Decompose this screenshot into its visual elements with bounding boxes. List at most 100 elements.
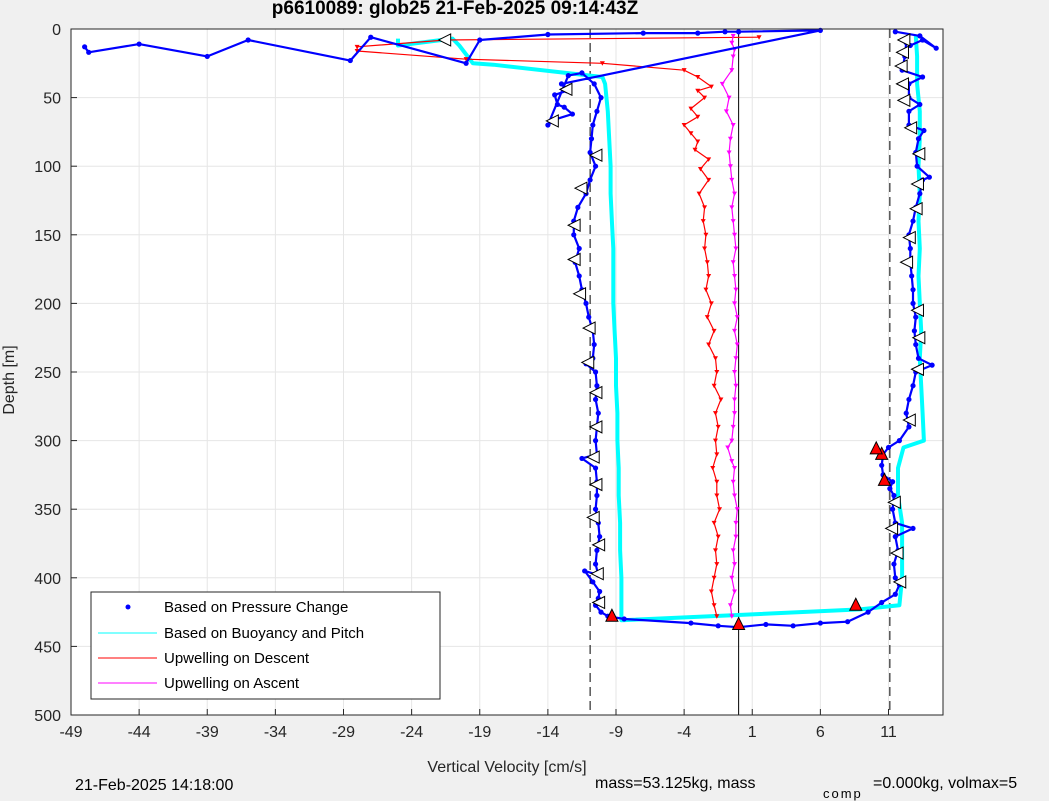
upwelling-on-descent-point [681, 68, 687, 73]
legend-label-ascent: Upwelling on Ascent [164, 675, 300, 692]
based-on-pressure-change-point [913, 341, 919, 348]
axis-ticks: -49 -44 -39 -34 -29 -24 -19 -14 -9 -4 1 6 11 0 50 100 15… [34, 22, 897, 741]
based-on-pressure-change-point [763, 621, 769, 628]
series-layer [82, 27, 939, 630]
based-on-pressure-change-point [136, 41, 142, 47]
upwelling-on-descent-point [715, 424, 721, 430]
based-on-pressure-change-point [907, 245, 913, 252]
upwelling-on-descent-point [714, 370, 720, 375]
upwelling-on-ascent-point [732, 232, 738, 238]
based-on-pressure-change-point [477, 37, 483, 43]
upwelling-on-ascent-point [729, 68, 735, 73]
legend-box [90, 591, 441, 700]
based-on-pressure-change-point [597, 588, 603, 595]
upwelling-on-ascent-point [729, 459, 735, 464]
based-on-pressure-change-point [598, 609, 604, 615]
based-on-pressure-change-point [845, 619, 851, 625]
open-triangle-marker [572, 286, 587, 301]
open-triangle-marker [586, 450, 600, 464]
open-triangle-marker [896, 93, 911, 108]
upwelling-on-ascent-point [732, 589, 738, 595]
based-on-pressure-change-point [889, 506, 896, 512]
based-on-pressure-change-point [865, 609, 871, 615]
upwelling-on-ascent-point [726, 95, 732, 101]
red-triangle-marker [869, 440, 884, 455]
red-triangle-marker [877, 472, 892, 486]
upwelling-on-descent-point [714, 562, 720, 567]
upwelling-on-ascent-point [732, 493, 738, 498]
based-on-pressure-change-point [571, 232, 577, 238]
legend: Based on Pressure Change Based on Buoyan… [90, 591, 441, 700]
red-triangle-marker [848, 597, 863, 611]
upwelling-on-descent-point [463, 57, 469, 62]
upwelling-on-ascent-point [732, 411, 738, 416]
based-on-pressure-change-point [695, 30, 701, 36]
based-on-pressure-change-point [587, 177, 593, 183]
marker-layer [437, 33, 926, 630]
based-on-pressure-change-point [82, 44, 88, 50]
open-triangle-marker [902, 413, 916, 427]
upwelling-on-descent-point [692, 147, 698, 153]
upwelling-on-descent-point [715, 534, 721, 540]
upwelling-on-ascent-point [734, 507, 740, 512]
upwelling-on-descent-point [708, 301, 714, 306]
open-triangle-marker [567, 252, 581, 267]
timestamp-note: 21-Feb-2025 14:18:00 [75, 777, 233, 794]
upwelling-on-ascent-point [729, 614, 735, 619]
upwelling-on-ascent-point [729, 575, 735, 581]
upwelling-on-ascent-point [732, 397, 738, 402]
upwelling-on-ascent-point [730, 260, 736, 265]
based-on-pressure-change-point [722, 29, 728, 35]
based-on-pressure-change-point [565, 73, 571, 79]
legend-swatch-pressure [125, 604, 131, 610]
upwelling-on-ascent-point [730, 33, 736, 39]
based-on-pressure-change-point [688, 620, 694, 626]
based-on-pressure-change-point [919, 37, 926, 43]
y-tick-label: 500 [34, 708, 61, 725]
based-on-pressure-change-point [892, 29, 898, 35]
based-on-pressure-change-point [933, 45, 939, 51]
upwelling-on-ascent-point [732, 191, 738, 197]
open-triangle-marker [892, 575, 907, 589]
based-on-pressure-change-point [576, 273, 582, 279]
open-triangle-marker [586, 510, 600, 525]
y-tick-label: 350 [34, 502, 61, 519]
open-triangle-marker [889, 546, 904, 560]
upwelling-on-descent-point [711, 520, 717, 526]
based-on-pressure-change-point [597, 534, 603, 540]
based-on-pressure-change-point [594, 383, 600, 389]
based-on-pressure-change-point [914, 163, 920, 169]
open-triangle-marker [567, 218, 581, 233]
upwelling-on-descent-point [706, 157, 712, 162]
upwelling-on-descent-point [697, 166, 703, 172]
based-on-pressure-change-point [591, 81, 597, 87]
upwelling-on-ascent-point [733, 356, 739, 361]
upwelling-on-descent-point [711, 603, 717, 608]
legend-label-descent: Upwelling on Descent [164, 650, 310, 667]
based-on-pressure-change-point [919, 74, 926, 80]
based-on-pressure-change-point [896, 438, 903, 444]
upwelling-on-ascent-point [730, 548, 736, 553]
based-on-pressure-change-point [929, 362, 935, 368]
based-on-buoyancy-and-pitch-line [396, 35, 926, 623]
upwelling-on-descent-point [695, 75, 701, 80]
based-on-pressure-change-point [590, 122, 596, 128]
red-triangle-marker [605, 608, 619, 622]
upwelling-on-descent-line [356, 36, 760, 617]
upwelling-on-descent-point [708, 84, 714, 90]
based-on-pressure-change-point [592, 465, 599, 471]
upwelling-on-descent-point [696, 191, 702, 197]
upwelling-on-descent-point [688, 131, 694, 136]
upwelling-on-descent-point [708, 589, 714, 595]
y-tick-label: 100 [34, 159, 61, 176]
upwelling-on-ascent-point [733, 520, 739, 526]
y-tick-label: 450 [34, 639, 61, 656]
y-tick-label: 150 [34, 228, 61, 245]
based-on-pressure-change-point [86, 49, 92, 55]
upwelling-on-descent-point [704, 315, 710, 320]
based-on-pressure-change-point [910, 218, 916, 224]
upwelling-on-descent-point [702, 205, 708, 210]
based-on-pressure-change-point [790, 623, 796, 629]
open-triangle-marker [899, 255, 914, 270]
y-tick-label: 0 [52, 22, 61, 39]
